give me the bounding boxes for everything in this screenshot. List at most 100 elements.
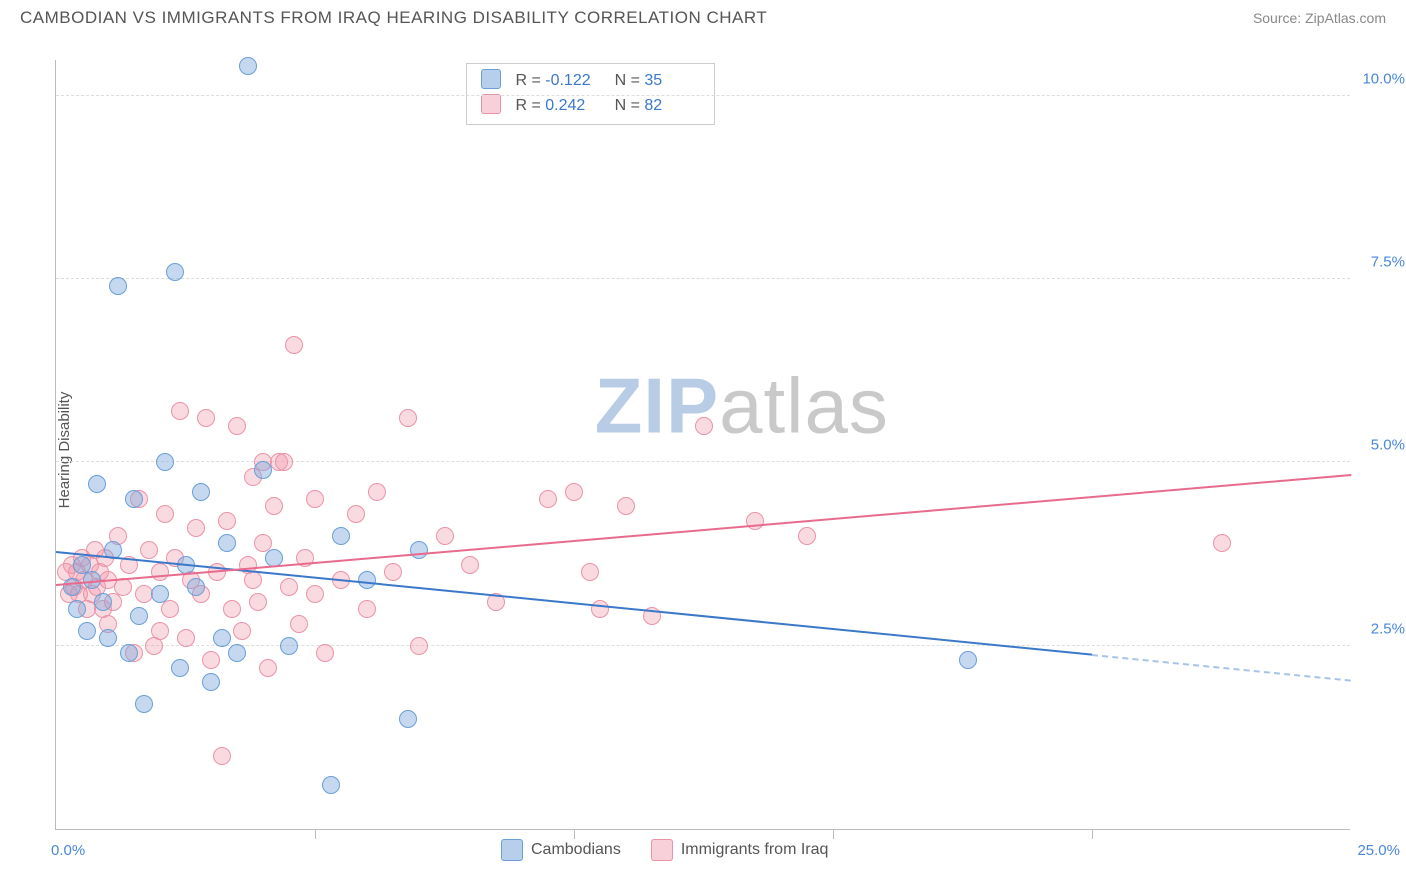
data-point: [399, 409, 417, 427]
r-label: R =: [515, 97, 540, 114]
data-point: [99, 629, 117, 647]
data-point: [746, 512, 764, 530]
y-tick-label: 7.5%: [1371, 254, 1405, 271]
legend-swatch-blue: [501, 839, 523, 861]
x-tick: [574, 829, 575, 839]
data-point: [539, 490, 557, 508]
x-axis-max-label: 25.0%: [1357, 842, 1400, 859]
n-label: N =: [615, 97, 640, 114]
data-point: [63, 578, 81, 596]
x-axis-min-label: 0.0%: [51, 842, 85, 859]
x-tick: [833, 829, 834, 839]
data-point: [285, 336, 303, 354]
x-tick: [315, 829, 316, 839]
gridline-h: [56, 95, 1350, 96]
data-point: [78, 622, 96, 640]
data-point: [130, 607, 148, 625]
data-point: [171, 659, 189, 677]
watermark-atlas: atlas: [719, 362, 889, 450]
data-point: [436, 527, 454, 545]
legend-item-pink: Immigrants from Iraq: [651, 839, 829, 861]
data-point: [410, 541, 428, 559]
data-point: [94, 593, 112, 611]
legend-swatch-blue: [481, 69, 501, 89]
data-point: [358, 600, 376, 618]
data-point: [202, 673, 220, 691]
data-point: [249, 593, 267, 611]
gridline-h: [56, 278, 1350, 279]
legend-row-blue: R = -0.122 N = 35: [481, 69, 700, 94]
data-point: [125, 490, 143, 508]
data-point: [151, 563, 169, 581]
data-point: [218, 534, 236, 552]
data-point: [306, 585, 324, 603]
data-point: [202, 651, 220, 669]
watermark-zip: ZIP: [595, 362, 719, 450]
y-tick-label: 2.5%: [1371, 620, 1405, 637]
legend-label-blue: Cambodians: [531, 841, 621, 859]
legend-row-pink: R = 0.242 N = 82: [481, 94, 700, 119]
data-point: [280, 578, 298, 596]
source-label: Source: ZipAtlas.com: [1253, 10, 1386, 26]
data-point: [151, 622, 169, 640]
data-point: [259, 659, 277, 677]
data-point: [290, 615, 308, 633]
data-point: [213, 629, 231, 647]
n-label: N =: [615, 72, 640, 89]
n-value-pink: 82: [644, 94, 700, 119]
data-point: [233, 622, 251, 640]
data-point: [275, 453, 293, 471]
data-point: [798, 527, 816, 545]
series-legend: Cambodians Immigrants from Iraq: [501, 839, 828, 861]
data-point: [135, 695, 153, 713]
data-point: [265, 497, 283, 515]
data-point: [166, 263, 184, 281]
r-label: R =: [515, 72, 540, 89]
data-point: [140, 541, 158, 559]
y-tick-label: 10.0%: [1362, 70, 1405, 87]
data-point: [581, 563, 599, 581]
data-point: [213, 747, 231, 765]
data-point: [109, 277, 127, 295]
data-point: [161, 600, 179, 618]
plot-region: ZIPatlas R = -0.122 N = 35 R = 0.242 N =…: [55, 60, 1350, 830]
data-point: [368, 483, 386, 501]
data-point: [177, 629, 195, 647]
data-point: [197, 409, 215, 427]
data-point: [171, 402, 189, 420]
data-point: [332, 527, 350, 545]
data-point: [280, 637, 298, 655]
legend-item-blue: Cambodians: [501, 839, 621, 861]
data-point: [223, 600, 241, 618]
trend-line-blue: [56, 551, 1092, 656]
x-tick: [1092, 829, 1093, 839]
data-point: [410, 637, 428, 655]
data-point: [306, 490, 324, 508]
data-point: [959, 651, 977, 669]
gridline-h: [56, 645, 1350, 646]
data-point: [1213, 534, 1231, 552]
watermark: ZIPatlas: [595, 361, 889, 452]
data-point: [151, 585, 169, 603]
chart-header: CAMBODIAN VS IMMIGRANTS FROM IRAQ HEARIN…: [0, 0, 1406, 36]
data-point: [218, 512, 236, 530]
data-point: [591, 600, 609, 618]
data-point: [358, 571, 376, 589]
data-point: [461, 556, 479, 574]
data-point: [156, 505, 174, 523]
y-tick-label: 5.0%: [1371, 437, 1405, 454]
data-point: [88, 475, 106, 493]
chart-area: Hearing Disability ZIPatlas R = -0.122 N…: [0, 40, 1406, 860]
data-point: [244, 571, 262, 589]
data-point: [565, 483, 583, 501]
data-point: [187, 578, 205, 596]
data-point: [228, 644, 246, 662]
gridline-h: [56, 461, 1350, 462]
r-value-pink: 0.242: [545, 94, 601, 119]
data-point: [399, 710, 417, 728]
data-point: [322, 776, 340, 794]
r-value-blue: -0.122: [545, 69, 601, 94]
data-point: [617, 497, 635, 515]
data-point: [239, 57, 257, 75]
trend-line-blue-dash: [1092, 654, 1351, 682]
